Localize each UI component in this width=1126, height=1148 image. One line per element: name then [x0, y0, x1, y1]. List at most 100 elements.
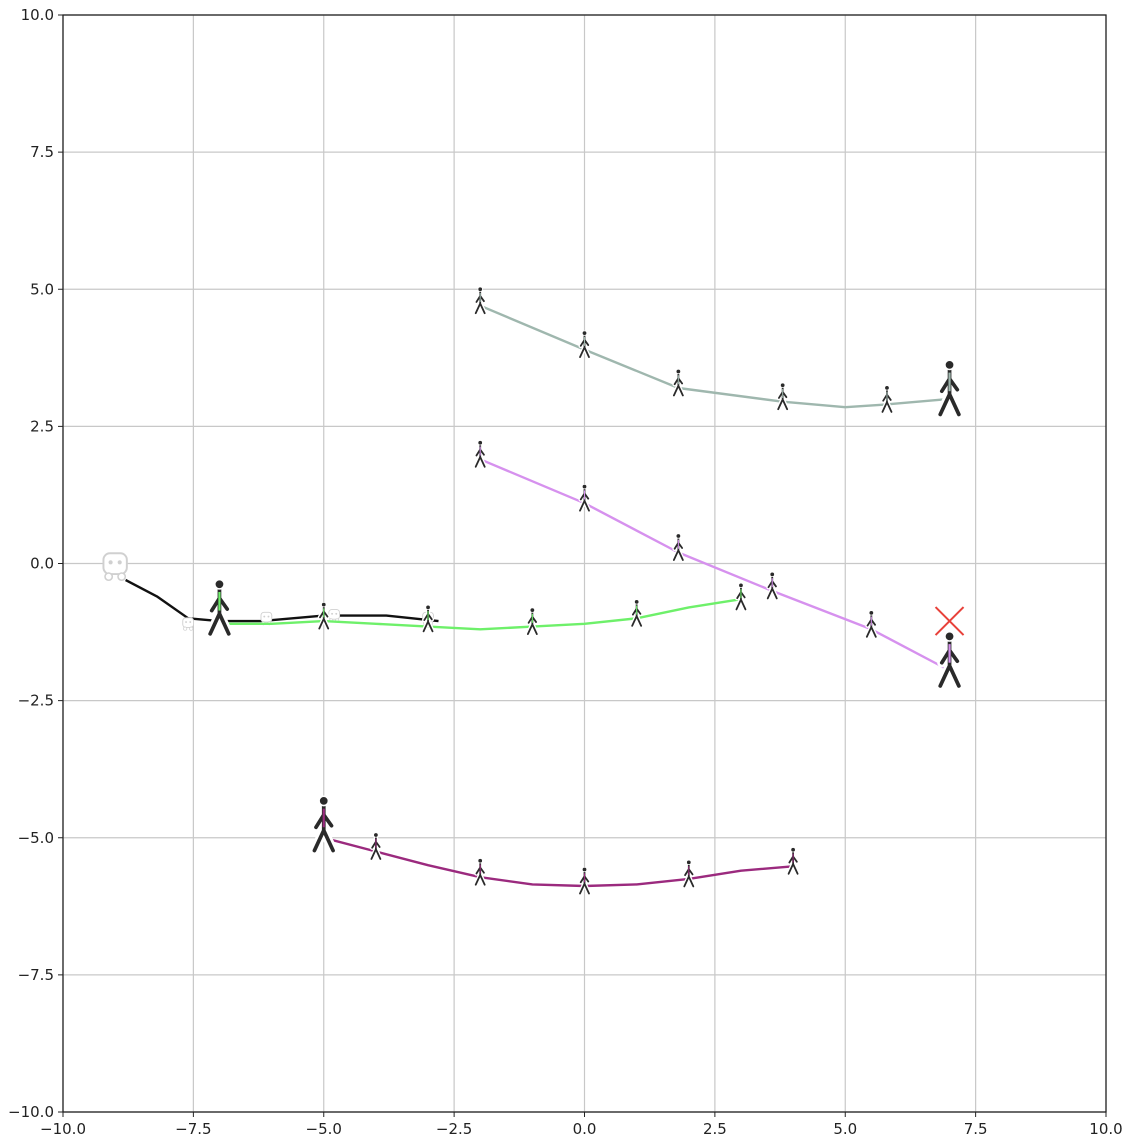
robot-trajectory	[102, 552, 439, 631]
trajectory-line	[479, 458, 951, 672]
y-tick-label: 7.5	[30, 143, 54, 161]
y-tick-label: 5.0	[30, 280, 54, 298]
x-tick-label: −7.5	[175, 1120, 211, 1138]
robot-eye	[117, 560, 122, 565]
pedestrian-current-icon	[309, 795, 338, 856]
pedestrian-current-icon	[205, 578, 234, 639]
pedestrian-head	[738, 582, 744, 589]
x-tick-label: −10.0	[40, 1120, 86, 1138]
pedestrian-icon	[629, 599, 644, 629]
pedestrian-icon	[317, 601, 331, 631]
pedestrian-head	[373, 832, 379, 838]
pedestrian-head	[425, 604, 431, 610]
pedestrian-head	[477, 286, 483, 292]
x-tick-label: 5.0	[833, 1120, 857, 1138]
pedestrian-icon	[734, 582, 748, 612]
pedestrian-head	[944, 630, 955, 642]
pedestrian-head	[321, 601, 327, 608]
pedestrian-icon	[525, 607, 540, 637]
x-tick-label: −5.0	[306, 1120, 342, 1138]
robot-wheel	[117, 572, 127, 582]
y-tick-label: 10.0	[21, 6, 54, 24]
robot-icon	[328, 609, 341, 623]
robot-eye	[189, 621, 192, 623]
y-tick-label: −2.5	[18, 692, 54, 710]
y-tick-label: 2.5	[30, 417, 54, 435]
y-axis-ticks: 10.0 7.5 5.0 2.5 0.0 −2.5 −5.0 −7.5 −10.0	[8, 6, 63, 1121]
robot-icon	[182, 617, 195, 631]
pedestrian-head	[769, 571, 775, 578]
pedestrian-head	[214, 578, 225, 590]
pedestrian-head	[675, 368, 681, 375]
trajectories	[102, 286, 964, 896]
x-tick-label: −2.5	[436, 1120, 472, 1138]
robot-wheel	[104, 572, 114, 582]
pedestrian-head	[780, 382, 786, 388]
pedestrian-head	[318, 795, 330, 807]
pedestrian-head	[675, 533, 681, 539]
pedestrian-head	[581, 866, 588, 873]
pedestrian-icon	[671, 533, 686, 563]
y-tick-label: −5.0	[18, 829, 54, 847]
x-tick-label: 2.5	[703, 1120, 727, 1138]
pedestrian-current-icon	[935, 630, 964, 691]
y-tick-label: −10.0	[8, 1103, 54, 1121]
pedestrian-icon	[577, 866, 592, 896]
grid-lines	[62, 14, 1107, 1113]
pedestrian-icon	[786, 847, 800, 877]
pedestrian-icon	[864, 610, 879, 640]
pedestrian-head	[884, 385, 890, 391]
pedestrian-head	[529, 607, 535, 613]
pedestrian-icon	[473, 286, 487, 316]
x-tick-label: 0.0	[573, 1120, 597, 1138]
pedestrian-icon	[765, 571, 779, 601]
pedestrian-trajectory	[309, 795, 800, 896]
robot-body	[102, 552, 128, 576]
pedestrian-icon	[775, 382, 790, 412]
x-tick-label: 7.5	[964, 1120, 988, 1138]
x-tick-label: 10.0	[1089, 1120, 1122, 1138]
robot-body	[182, 617, 195, 628]
pedestrian-head	[944, 359, 955, 371]
robot-eye	[267, 615, 270, 618]
pedestrian-icon	[473, 858, 487, 887]
robot-current-icon	[102, 552, 128, 582]
robot-body	[260, 611, 273, 623]
pedestrian-head	[686, 859, 692, 866]
pedestrian-head	[581, 330, 588, 336]
pedestrian-trajectory	[473, 440, 964, 691]
pedestrian-icon	[682, 859, 696, 889]
pedestrian-head	[581, 484, 588, 490]
trajectory-line	[323, 836, 794, 888]
pedestrian-icon	[671, 368, 686, 398]
pedestrian-head	[634, 599, 640, 605]
pedestrian-icon	[421, 604, 435, 634]
pedestrian-head	[868, 610, 874, 616]
robot-eye	[331, 612, 334, 615]
robot-wheel	[189, 626, 194, 631]
goal-marker	[934, 606, 965, 636]
y-tick-label: −7.5	[18, 966, 54, 984]
pedestrian-icon	[577, 330, 592, 360]
pedestrian-trajectory	[205, 578, 748, 639]
robot-body	[328, 609, 341, 620]
x-axis-ticks: −10.0 −7.5 −5.0 −2.5 0.0 2.5 5.0 7.5 10.0	[40, 1112, 1123, 1138]
pedestrian-head	[790, 847, 796, 853]
robot-eye	[185, 621, 188, 623]
robot-wheel	[183, 626, 188, 631]
y-tick-label: 0.0	[30, 555, 54, 573]
goal-cross-icon	[934, 606, 965, 636]
pedestrian-head	[477, 440, 483, 446]
trajectory-line	[125, 578, 439, 623]
trajectory-line	[219, 598, 742, 631]
robot-eye	[335, 612, 338, 615]
pedestrian-current-icon	[935, 359, 964, 420]
pedestrian-icon	[473, 440, 487, 470]
pedestrian-trajectory	[473, 286, 964, 420]
pedestrian-icon	[880, 385, 894, 415]
pedestrian-head	[477, 858, 483, 864]
pedestrian-icon	[369, 832, 383, 862]
pedestrian-icon	[577, 484, 592, 513]
robot-eye	[108, 560, 113, 565]
